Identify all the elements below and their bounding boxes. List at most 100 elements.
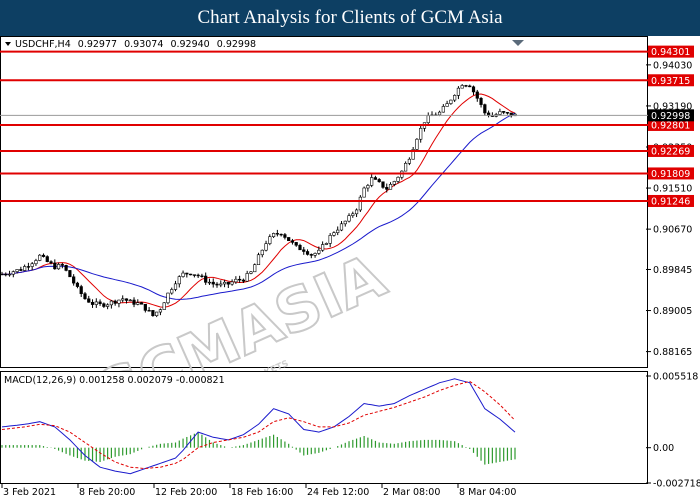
candle-body bbox=[366, 185, 370, 189]
price-tick-label: 0.94030 bbox=[653, 60, 692, 71]
candle-body bbox=[245, 273, 249, 282]
level-label: 0.93715 bbox=[651, 76, 690, 87]
candle-body bbox=[4, 273, 8, 276]
price-tick-label: 0.91510 bbox=[653, 184, 692, 195]
candle-body bbox=[38, 254, 42, 261]
x-tick-label: 3 Feb 2021 bbox=[3, 487, 56, 498]
candle-body bbox=[0, 273, 4, 276]
level-tag bbox=[648, 144, 694, 157]
support-resistance-levels: 0.94301 0.93715 0.92801 0.92269 0.91809 0.912… bbox=[0, 45, 694, 207]
candle-body bbox=[260, 249, 264, 256]
candle-body bbox=[332, 232, 336, 236]
current-price-tag bbox=[648, 109, 694, 122]
candle-body bbox=[139, 302, 144, 305]
x-tick-label: 24 Feb 12:00 bbox=[307, 487, 369, 498]
moving-averages bbox=[1, 93, 516, 308]
candle-body bbox=[294, 242, 298, 246]
candle-body bbox=[94, 301, 98, 305]
current-price-label: 0.92998 bbox=[651, 111, 690, 122]
candle-body bbox=[483, 104, 487, 114]
candle-body bbox=[155, 311, 159, 316]
candle-body bbox=[358, 196, 362, 211]
candle-body bbox=[241, 279, 246, 282]
candle-body bbox=[181, 272, 185, 277]
candle-body bbox=[158, 309, 163, 313]
macd-panel-frame bbox=[0, 371, 648, 484]
candle-body bbox=[162, 302, 166, 310]
ma-fast-line bbox=[1, 93, 516, 308]
macd-signal-line bbox=[1, 380, 516, 470]
candle-body bbox=[321, 244, 325, 251]
level-label: 0.91809 bbox=[651, 169, 690, 180]
candle-body bbox=[185, 272, 189, 275]
candle-body bbox=[19, 269, 23, 271]
level-tag bbox=[648, 118, 694, 131]
price-tick-label: 0.93190 bbox=[653, 101, 692, 112]
candle-body bbox=[113, 300, 117, 304]
candle-body bbox=[336, 229, 340, 233]
candle-body bbox=[207, 281, 212, 284]
candle-body bbox=[362, 187, 366, 198]
banner-title: Chart Analysis for Clients of GCM Asia bbox=[0, 0, 700, 36]
level-tag bbox=[648, 45, 694, 58]
symbol-dropdown-icon[interactable] bbox=[5, 42, 11, 46]
symbol-low: 0.92940 bbox=[170, 39, 209, 50]
candle-body bbox=[226, 281, 230, 285]
candle-body bbox=[456, 87, 461, 96]
candle-body bbox=[287, 237, 291, 242]
candle-body bbox=[121, 298, 125, 301]
candle-body bbox=[475, 91, 479, 99]
level-label: 0.92801 bbox=[651, 120, 690, 131]
candle-body bbox=[343, 220, 347, 225]
candle-body bbox=[72, 276, 76, 284]
candle-body bbox=[385, 187, 389, 190]
candle-body bbox=[468, 85, 472, 88]
candle-body bbox=[279, 233, 283, 236]
candle-body bbox=[313, 253, 317, 256]
price-tick-label: 0.90670 bbox=[653, 225, 692, 236]
x-tick-label: 2 Mar 08:00 bbox=[383, 487, 440, 498]
candle-body bbox=[102, 303, 106, 307]
macd-tick-label: -0.002718 bbox=[653, 479, 700, 490]
candle-body bbox=[173, 283, 178, 290]
x-axis: 3 Feb 2021 8 Feb 20:00 12 Feb 20:00 18 Feb … bbox=[1, 484, 516, 498]
candle-body bbox=[124, 298, 129, 301]
symbol-info: USDCHF,H4 0.92977 0.93074 0.92940 0.9299… bbox=[15, 39, 256, 50]
candle-body bbox=[204, 275, 208, 283]
candle-body bbox=[215, 283, 219, 286]
candle-body bbox=[396, 176, 400, 182]
level-label: 0.92269 bbox=[651, 146, 690, 157]
candle-body bbox=[249, 271, 253, 274]
candle-body bbox=[305, 251, 310, 255]
candle-body bbox=[449, 99, 453, 104]
candle-body bbox=[189, 273, 193, 276]
candle-body bbox=[64, 264, 68, 271]
candle-body bbox=[45, 256, 49, 262]
chart-area: GCMASIA GCM CAPITAL MARKETS 0.940300.931… bbox=[0, 36, 700, 498]
candle-body bbox=[79, 286, 83, 294]
candle-body bbox=[354, 209, 359, 215]
price-tick-label: 0.89005 bbox=[653, 306, 692, 317]
candle-body bbox=[23, 266, 27, 271]
candle-body bbox=[347, 215, 351, 222]
candle-body bbox=[60, 264, 64, 266]
candle-body bbox=[351, 213, 355, 216]
candle-body bbox=[256, 254, 261, 265]
candle-body bbox=[271, 233, 276, 237]
candle-body bbox=[453, 95, 457, 101]
symbol-high: 0.93074 bbox=[124, 39, 163, 50]
chart-shift-marker[interactable] bbox=[512, 40, 524, 46]
candle-body bbox=[98, 301, 102, 305]
candle-body bbox=[7, 273, 12, 276]
candle-body bbox=[392, 181, 396, 185]
candle-body bbox=[234, 278, 238, 283]
level-label: 0.94301 bbox=[651, 47, 690, 58]
level-tag bbox=[648, 194, 694, 207]
symbol-name: USDCHF,H4 bbox=[15, 39, 71, 50]
candle-body bbox=[200, 275, 204, 277]
candle-body bbox=[143, 303, 147, 311]
candle-body bbox=[30, 263, 34, 267]
candle-body bbox=[460, 85, 464, 89]
candle-body bbox=[166, 292, 170, 304]
price-ticks: 0.940300.931900.923500.915100.906700.898… bbox=[646, 60, 692, 358]
